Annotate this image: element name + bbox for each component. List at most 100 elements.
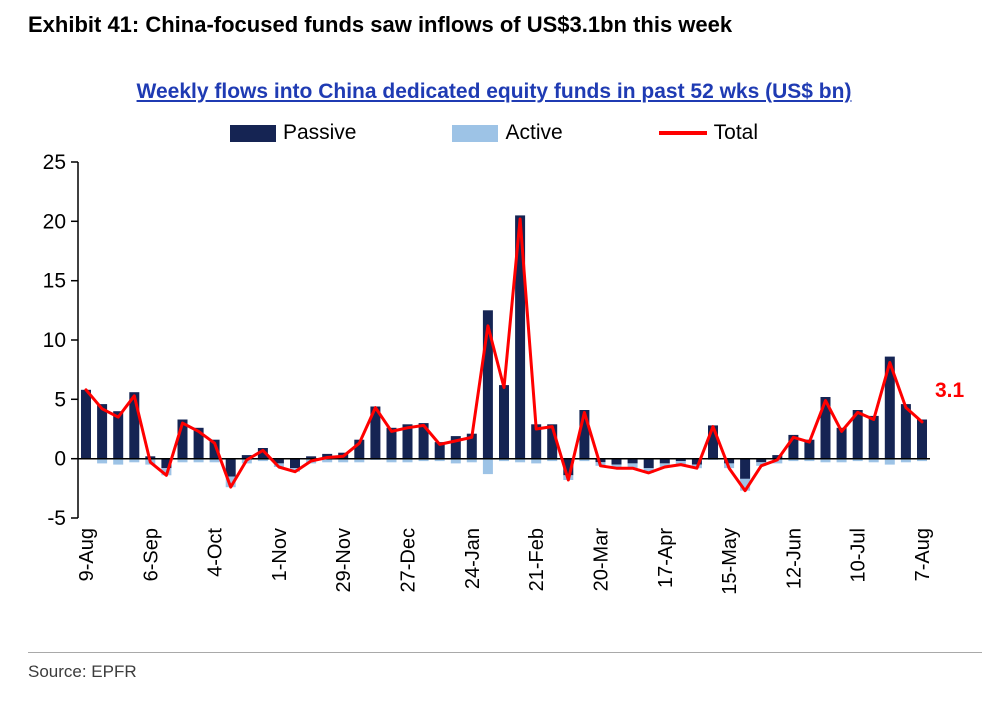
bar-passive	[306, 456, 317, 459]
source-text: Source: EPFR	[28, 662, 137, 681]
bar-active	[675, 461, 686, 465]
x-axis-label: 1-Nov	[269, 528, 291, 581]
bar-passive	[241, 455, 252, 459]
legend-item-total: Total	[658, 121, 759, 145]
bar-active	[450, 458, 461, 464]
bar-passive	[627, 458, 638, 464]
bar-active	[820, 458, 831, 463]
bar-passive	[579, 410, 590, 459]
bar-active	[482, 458, 493, 475]
bar-active	[322, 458, 333, 463]
bar-passive	[450, 436, 461, 459]
bar-passive	[161, 458, 172, 469]
bar-active	[418, 458, 429, 462]
legend-label-total: Total	[713, 121, 759, 144]
y-axis-label: 10	[43, 329, 66, 352]
bar-passive	[772, 455, 783, 459]
bar-passive	[820, 397, 831, 459]
chart-canvas: -5 0 5 10 15 20 25 9-Aug 6-Sep 4-Oct 1-Nov 29-Nov 27…	[43, 151, 965, 595]
bar-passive	[611, 458, 622, 465]
y-axis-label: -5	[47, 507, 66, 530]
bar-passive	[97, 404, 108, 459]
x-axis-label: 27-Dec	[398, 528, 420, 592]
chart-legend: Passive Active Total	[0, 121, 988, 145]
x-axis-label: 24-Jan	[462, 528, 484, 589]
bar-passive	[418, 423, 429, 459]
y-axis-label: 20	[43, 210, 66, 233]
bar-passive	[884, 356, 895, 459]
bar-passive	[547, 424, 558, 459]
legend-item-active: Active	[452, 121, 563, 145]
bar-passive	[354, 439, 365, 459]
bar-passive	[434, 442, 445, 459]
bar-active	[113, 458, 124, 465]
x-axis-label: 20-Mar	[590, 528, 612, 592]
bar-passive	[708, 425, 718, 459]
bar-active	[547, 458, 558, 462]
bar-passive	[643, 458, 654, 469]
bar-active	[740, 478, 751, 491]
bar-active	[402, 458, 413, 463]
bar-active	[97, 458, 108, 464]
bar-passive	[691, 458, 702, 465]
bar-passive	[740, 458, 751, 479]
bar-passive	[81, 389, 91, 459]
bar-passive	[595, 458, 606, 463]
bar-passive	[675, 458, 686, 462]
bar-active	[225, 476, 236, 488]
bar-passive	[386, 427, 397, 459]
bar-passive	[129, 392, 140, 459]
bar-active	[884, 458, 895, 465]
bar-active	[177, 458, 188, 463]
bar-active	[531, 458, 542, 464]
x-axis-label: 21-Feb	[526, 528, 548, 591]
bar-passive	[499, 385, 509, 459]
x-axis-label: 9-Aug	[76, 528, 98, 581]
x-axis-label: 10-Jul	[848, 528, 870, 582]
bar-passive	[836, 427, 847, 459]
total-annotation: 3.1	[935, 379, 965, 402]
chart-title: Weekly flows into China dedicated equity…	[136, 80, 852, 103]
exhibit-title: Exhibit 41: China-focused funds saw infl…	[28, 12, 733, 37]
bar-passive	[868, 415, 879, 459]
total-line	[84, 217, 924, 493]
x-axis-label: 29-Nov	[333, 528, 355, 592]
legend-item-passive: Passive	[229, 121, 356, 145]
bar-passive	[290, 458, 300, 469]
bar-active	[515, 458, 526, 463]
divider	[28, 652, 982, 653]
active-swatch-icon	[452, 124, 499, 142]
y-axis-label: 15	[43, 270, 66, 293]
bar-passive	[466, 433, 477, 459]
bar-active	[917, 458, 927, 462]
bar-active	[804, 458, 815, 462]
bar-active	[788, 458, 799, 462]
bar-active	[659, 463, 670, 467]
bar-active	[193, 458, 204, 463]
y-axis-label: 25	[43, 151, 66, 174]
bar-passive	[209, 439, 220, 459]
bar-passive	[804, 439, 815, 459]
bar-passive	[113, 411, 124, 459]
bar-active	[868, 458, 879, 463]
total-line-swatch-icon	[658, 131, 707, 135]
bar-active	[209, 458, 220, 463]
bar-passive	[193, 427, 204, 459]
bar-active	[643, 468, 654, 473]
x-axis-label: 6-Sep	[140, 528, 162, 581]
bar-passive	[177, 419, 188, 459]
bar-passive	[659, 458, 670, 464]
y-axis-label: 5	[54, 388, 66, 411]
bar-passive	[531, 424, 542, 459]
bar-active	[386, 458, 397, 463]
bar-active	[466, 458, 477, 463]
bar-passive	[852, 410, 863, 459]
bar-passive	[225, 458, 236, 477]
bar-passive	[402, 424, 413, 459]
legend-label-active: Active	[505, 121, 563, 144]
bar-active	[900, 458, 911, 463]
bar-passive	[482, 310, 493, 459]
bar-active	[756, 462, 767, 466]
bar-passive	[515, 215, 526, 459]
